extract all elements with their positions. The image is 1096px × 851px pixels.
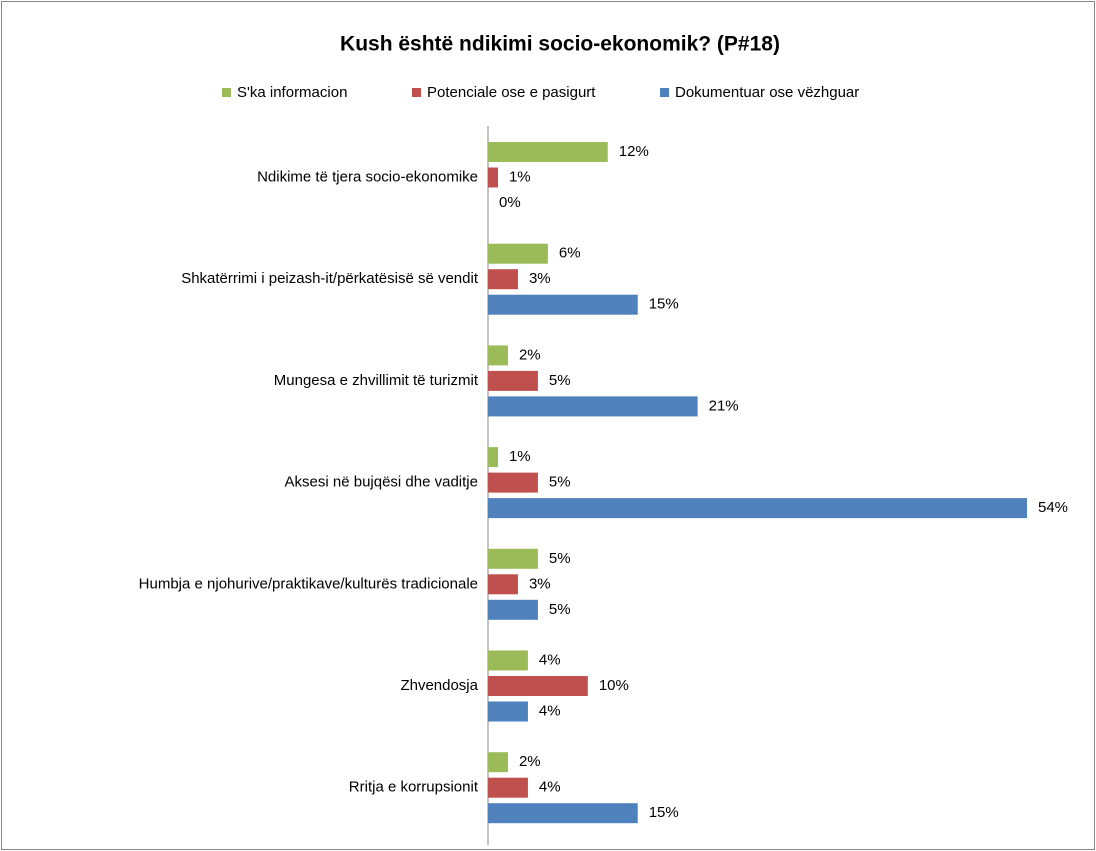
bar [488,345,508,366]
category-label: Shkatërrimi i peizash-it/përkatësisë së … [181,270,479,287]
category-label: Ndikime të tjera socio-ekonomike [257,168,478,185]
bar [488,243,548,264]
value-label: 3% [529,270,551,287]
bar [488,701,528,722]
bar [488,142,608,162]
value-label: 3% [529,575,551,592]
bar [488,752,508,773]
value-label: 1% [509,448,531,465]
bar [488,777,528,798]
bar [488,803,638,824]
bar [488,167,498,188]
legend-label: Dokumentuar ose vëzhguar [675,84,859,101]
value-label: 4% [539,779,561,796]
bar [488,294,638,315]
value-label: 5% [549,372,571,389]
category-label: Humbja e njohurive/praktikave/kulturës t… [139,575,478,592]
value-label: 6% [559,245,581,262]
legend-swatch [412,88,421,97]
value-label: 10% [599,677,629,694]
value-label: 5% [549,601,571,618]
bar [488,447,498,468]
value-label: 15% [649,296,679,313]
category-label: Aksesi në bujqësi dhe vaditje [285,474,478,491]
bar [488,396,698,417]
bar [488,650,528,671]
value-label: 4% [539,651,561,668]
bar [488,269,518,290]
bar [488,472,538,493]
bar [488,498,1027,519]
bar [488,574,518,595]
value-label: 2% [519,753,541,770]
value-label: 4% [539,702,561,719]
chart-title: Kush është ndikimi socio-ekonomik? (P#18… [340,33,780,56]
value-label: 2% [519,346,541,363]
value-label: 5% [549,474,571,491]
value-label: 12% [619,143,649,160]
legend-swatch [660,88,669,97]
category-label: Rritja e korrupsionit [349,779,479,796]
value-label: 15% [649,804,679,821]
category-label: Mungesa e zhvillimit të turizmit [274,372,479,389]
value-label: 21% [709,397,739,414]
legend-label: S'ka informacion [237,84,347,101]
value-label: 5% [549,550,571,567]
bar [488,370,538,391]
legend-swatch [222,88,231,97]
bar [488,548,538,569]
bar [488,676,588,696]
legend-label: Potenciale ose e pasigurt [427,84,596,101]
category-label: Zhvendosja [400,677,478,694]
value-label: 54% [1038,499,1068,516]
bar [488,599,538,620]
value-label: 0% [499,194,521,211]
value-label: 1% [509,168,531,185]
